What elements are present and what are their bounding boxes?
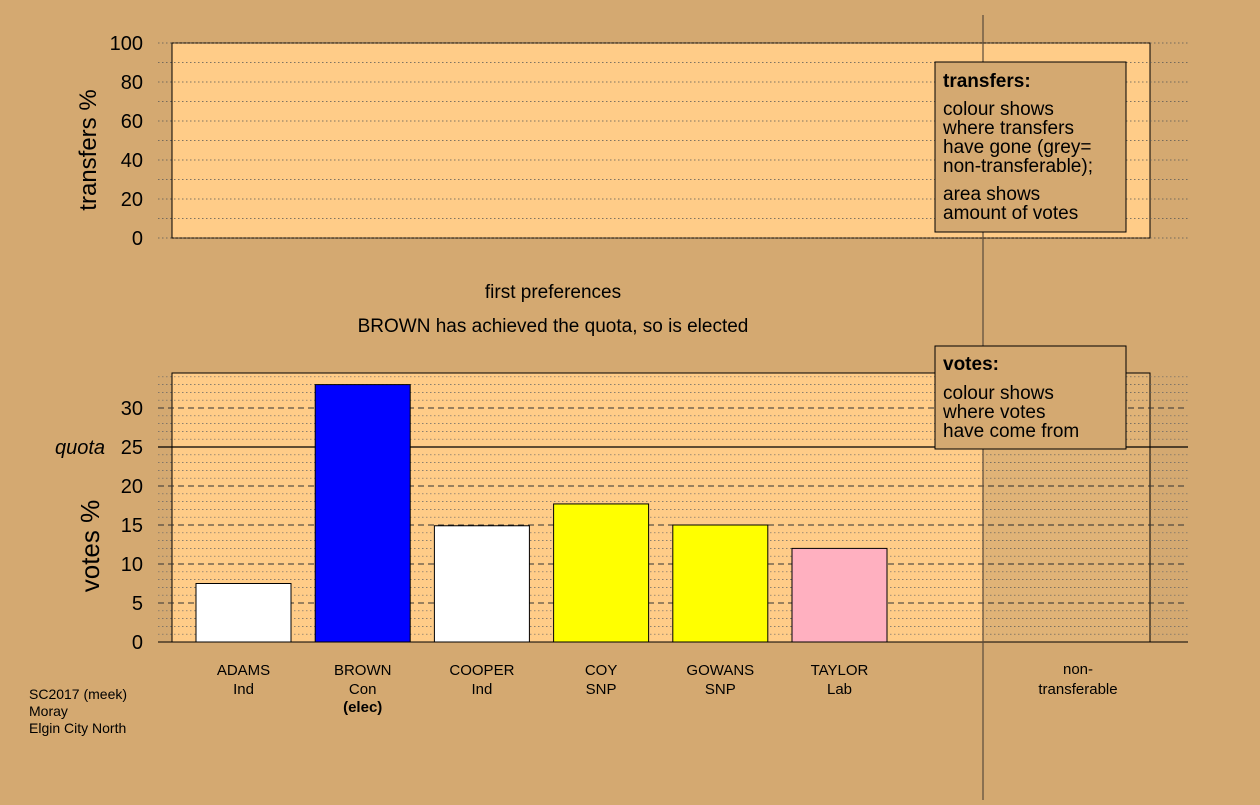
y-tick-label: 15 <box>121 515 143 537</box>
transfers-legend-line: amount of votes <box>943 203 1078 224</box>
y-tick-label: 100 <box>110 33 143 55</box>
candidate-party: SNP <box>586 681 617 698</box>
y-tick-label: 30 <box>121 398 143 420</box>
votes-legend-box <box>934 345 1127 450</box>
nontransferable-label: non- <box>1063 661 1093 678</box>
bar-taylor <box>791 547 888 643</box>
y-tick-label: 60 <box>121 111 143 133</box>
transfers-legend-box <box>934 61 1127 233</box>
y-tick-label: 20 <box>121 189 143 211</box>
y-tick-label: 20 <box>121 476 143 498</box>
candidate-labels: ADAMS Ind BROWN Con(elec) COOPER Ind COY SNP GOW… <box>217 662 869 716</box>
votes-legend-line: have come from <box>943 421 1079 442</box>
votes-legend-line: where votes <box>942 402 1045 423</box>
candidate-party: Lab <box>827 681 852 698</box>
bar-cooper <box>433 525 530 643</box>
votes-legend-title: votes: <box>943 354 999 375</box>
nontransferable-label: transferable <box>1038 681 1117 698</box>
transfers-y-ticks: 0 20 40 60 80 100 <box>110 33 143 250</box>
y-tick-label: 0 <box>132 632 143 654</box>
y-tick-label: 40 <box>121 150 143 172</box>
bar-brown <box>314 384 411 643</box>
candidate-name: COY <box>585 662 618 679</box>
y-tick-label: 10 <box>121 554 143 576</box>
candidate-party: SNP <box>705 681 736 698</box>
candidate-name: BROWN <box>334 662 392 679</box>
votes-legend-line: colour shows <box>943 383 1054 404</box>
quota-label: quota <box>55 437 105 459</box>
candidate-party: Con <box>349 681 377 698</box>
bar-adams <box>195 583 292 643</box>
transfers-legend-line: colour shows <box>943 99 1054 120</box>
y-tick-label: 5 <box>132 593 143 615</box>
transfers-legend-title: transfers: <box>943 71 1031 92</box>
y-tick-label: 25 <box>121 437 143 459</box>
candidate-bars <box>195 384 888 643</box>
votes-legend: votes: colour shows where votes have com… <box>934 345 1127 450</box>
bar-coy <box>553 503 650 643</box>
footer-ward: Elgin City North <box>29 720 126 736</box>
candidate-name: COOPER <box>449 662 514 679</box>
y-tick-label: 80 <box>121 72 143 94</box>
bar-gowans <box>672 524 769 643</box>
candidate-name: GOWANS <box>686 662 754 679</box>
transfers-legend-line: have gone (grey= <box>943 137 1091 158</box>
candidate-name: TAYLOR <box>811 662 869 679</box>
status-text: BROWN has achieved the quota, so is elec… <box>358 316 749 337</box>
footer-council: Moray <box>29 703 68 719</box>
y-tick-label: 0 <box>132 228 143 250</box>
candidate-name: ADAMS <box>217 662 270 679</box>
transfers-legend-line: area shows <box>943 184 1040 205</box>
candidate-party: Ind <box>471 681 492 698</box>
round-label: first preferences <box>485 282 621 303</box>
transfers-legend: transfers: colour shows where transfers … <box>934 61 1127 233</box>
candidate-status: (elec) <box>343 699 382 716</box>
footer-election: SC2017 (meek) <box>29 686 127 702</box>
votes-y-ticks: 0 5 10 15 20 25 30 <box>121 398 143 654</box>
candidate-party: Ind <box>233 681 254 698</box>
transfers-legend-line: non-transferable); <box>943 156 1093 177</box>
transfers-y-axis-label: transfers % <box>75 89 102 210</box>
transfers-legend-line: where transfers <box>942 118 1074 139</box>
votes-y-axis-label: votes % <box>75 500 105 593</box>
